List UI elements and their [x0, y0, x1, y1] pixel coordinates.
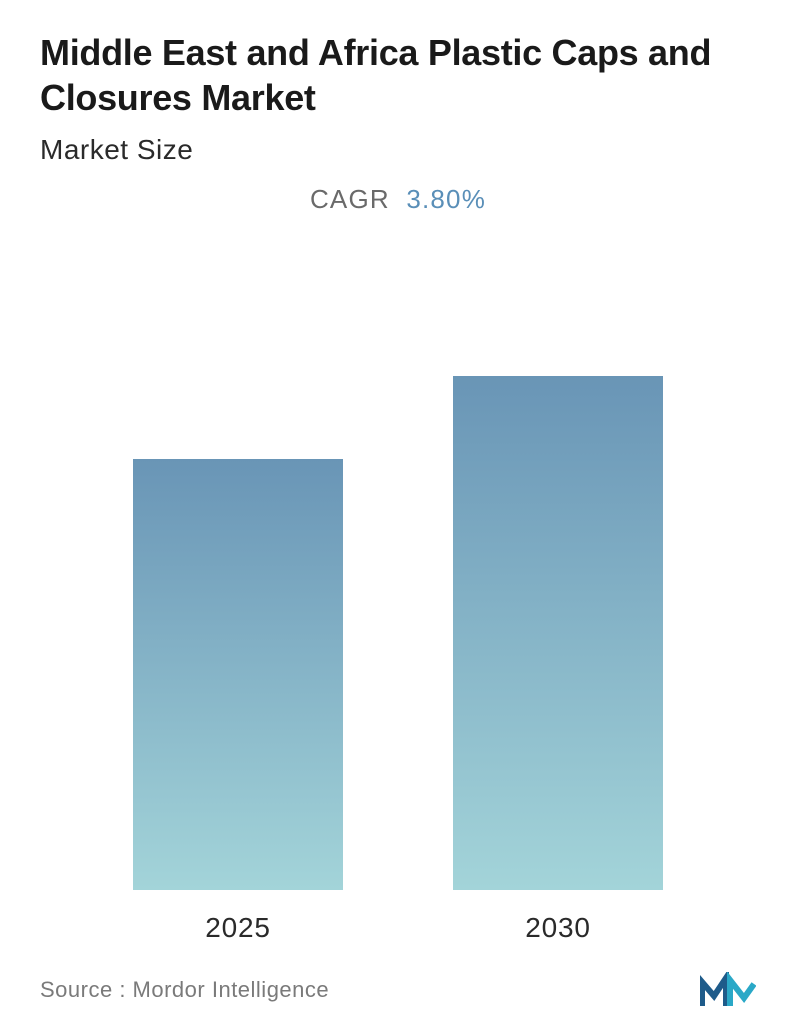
cagr-label: CAGR — [310, 184, 390, 214]
chart-title: Middle East and Africa Plastic Caps and … — [40, 30, 756, 120]
cagr-value: 3.80% — [406, 184, 486, 214]
chart-area: 2025 2030 — [40, 255, 756, 944]
chart-container: Middle East and Africa Plastic Caps and … — [0, 0, 796, 1034]
source-text: Source : Mordor Intelligence — [40, 977, 329, 1003]
bar-wrap: 2030 — [453, 376, 663, 944]
chart-subtitle: Market Size — [40, 134, 756, 166]
bar — [133, 459, 343, 890]
bar-label: 2025 — [205, 912, 271, 944]
logo-icon — [700, 972, 756, 1008]
bar-wrap: 2025 — [133, 459, 343, 944]
brand-logo — [700, 972, 756, 1008]
footer: Source : Mordor Intelligence — [40, 944, 756, 1014]
bar-label: 2030 — [525, 912, 591, 944]
cagr-row: CAGR 3.80% — [40, 184, 756, 215]
bar — [453, 376, 663, 890]
